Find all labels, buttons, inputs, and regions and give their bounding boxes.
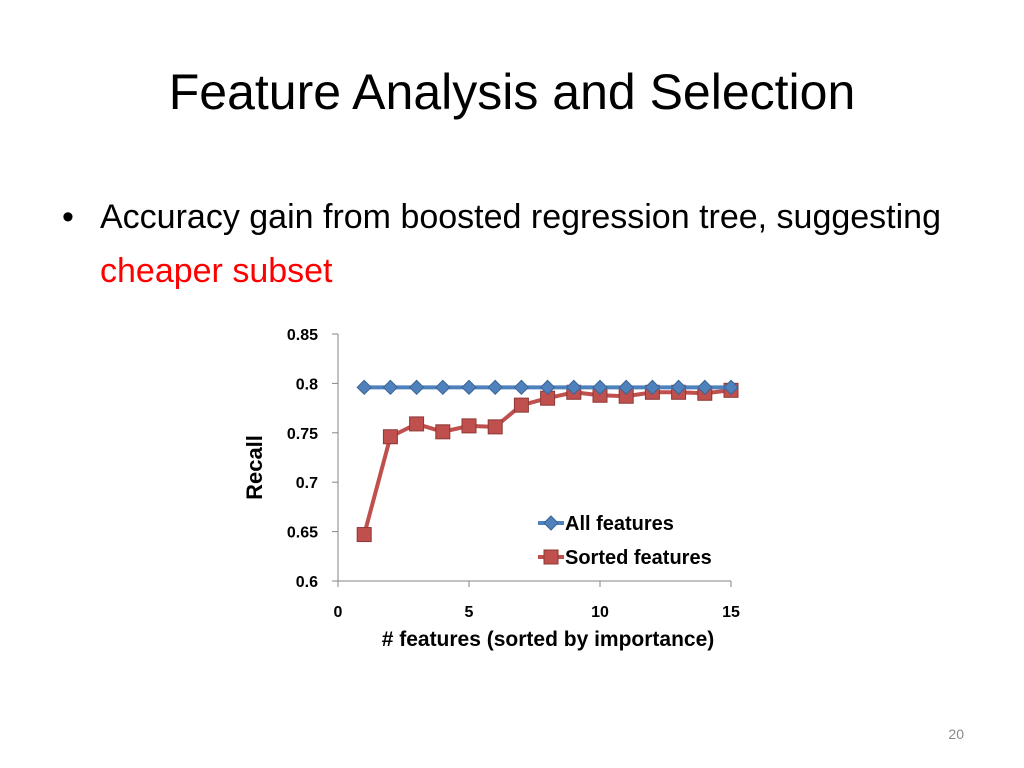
y-tick-label: 0.7 (296, 475, 318, 492)
legend-item: All features (538, 513, 674, 535)
data-point (382, 379, 399, 396)
y-tick-label: 0.65 (287, 525, 318, 542)
data-point (697, 379, 713, 396)
x-tick-label: 0 (334, 604, 343, 621)
y-tick-label: 0.8 (296, 376, 318, 393)
data-point (539, 379, 556, 396)
x-tick-label: 10 (591, 604, 609, 621)
series-sorted-features (356, 382, 739, 543)
y-tick-label: 0.85 (287, 327, 318, 344)
series-all-features (356, 379, 739, 396)
data-point (435, 379, 451, 396)
chart-axes: 0.6 0.65 0.7 0.75 0.8 0.85 0 5 10 15 # features (s… (242, 327, 740, 651)
slide-title: Feature Analysis and Selection (168, 64, 856, 120)
recall-line-chart: 0.6 0.65 0.7 0.75 0.8 0.85 0 5 10 15 # features (s… (242, 327, 740, 651)
x-tick-label: 5 (465, 604, 474, 621)
data-point (409, 416, 425, 432)
data-point (487, 419, 503, 435)
legend-item: Sorted features (538, 547, 712, 569)
legend-marker (543, 549, 559, 565)
y-axis-title: Recall (242, 435, 267, 500)
page-number: 20 (948, 726, 964, 742)
legend-label: All features (565, 513, 674, 535)
y-tick-label: 0.75 (287, 426, 318, 443)
data-point (408, 379, 425, 396)
x-tick-label: 15 (722, 604, 740, 621)
bullet-highlight-text: cheaper subset (100, 252, 333, 291)
bullet-point: • Accuracy gain from boosted regression … (62, 190, 962, 299)
data-point (644, 379, 661, 396)
data-point (356, 527, 372, 543)
legend-marker (543, 515, 559, 531)
series-line (362, 388, 732, 536)
data-point (566, 379, 582, 396)
x-axis-title: # features (sorted by importance) (382, 628, 715, 651)
legend-label: Sorted features (565, 547, 712, 569)
data-point (723, 379, 739, 396)
data-point (592, 379, 608, 396)
data-point (670, 379, 687, 396)
bullet-text-main: Accuracy gain from boosted regression tr… (100, 198, 942, 236)
data-point (382, 429, 398, 445)
data-point (461, 379, 477, 396)
y-tick-label: 0.6 (296, 574, 318, 591)
data-point (513, 379, 530, 396)
data-point (435, 424, 451, 440)
bullet-text: Accuracy gain from boosted regression tr… (100, 190, 962, 299)
data-point (487, 379, 503, 396)
chart-series (356, 379, 739, 543)
data-point (618, 379, 634, 396)
chart-legend: All features Sorted features (538, 513, 712, 569)
data-point (513, 397, 529, 413)
data-point (356, 379, 372, 396)
bullet-marker: • (62, 198, 74, 236)
data-point (461, 418, 477, 434)
